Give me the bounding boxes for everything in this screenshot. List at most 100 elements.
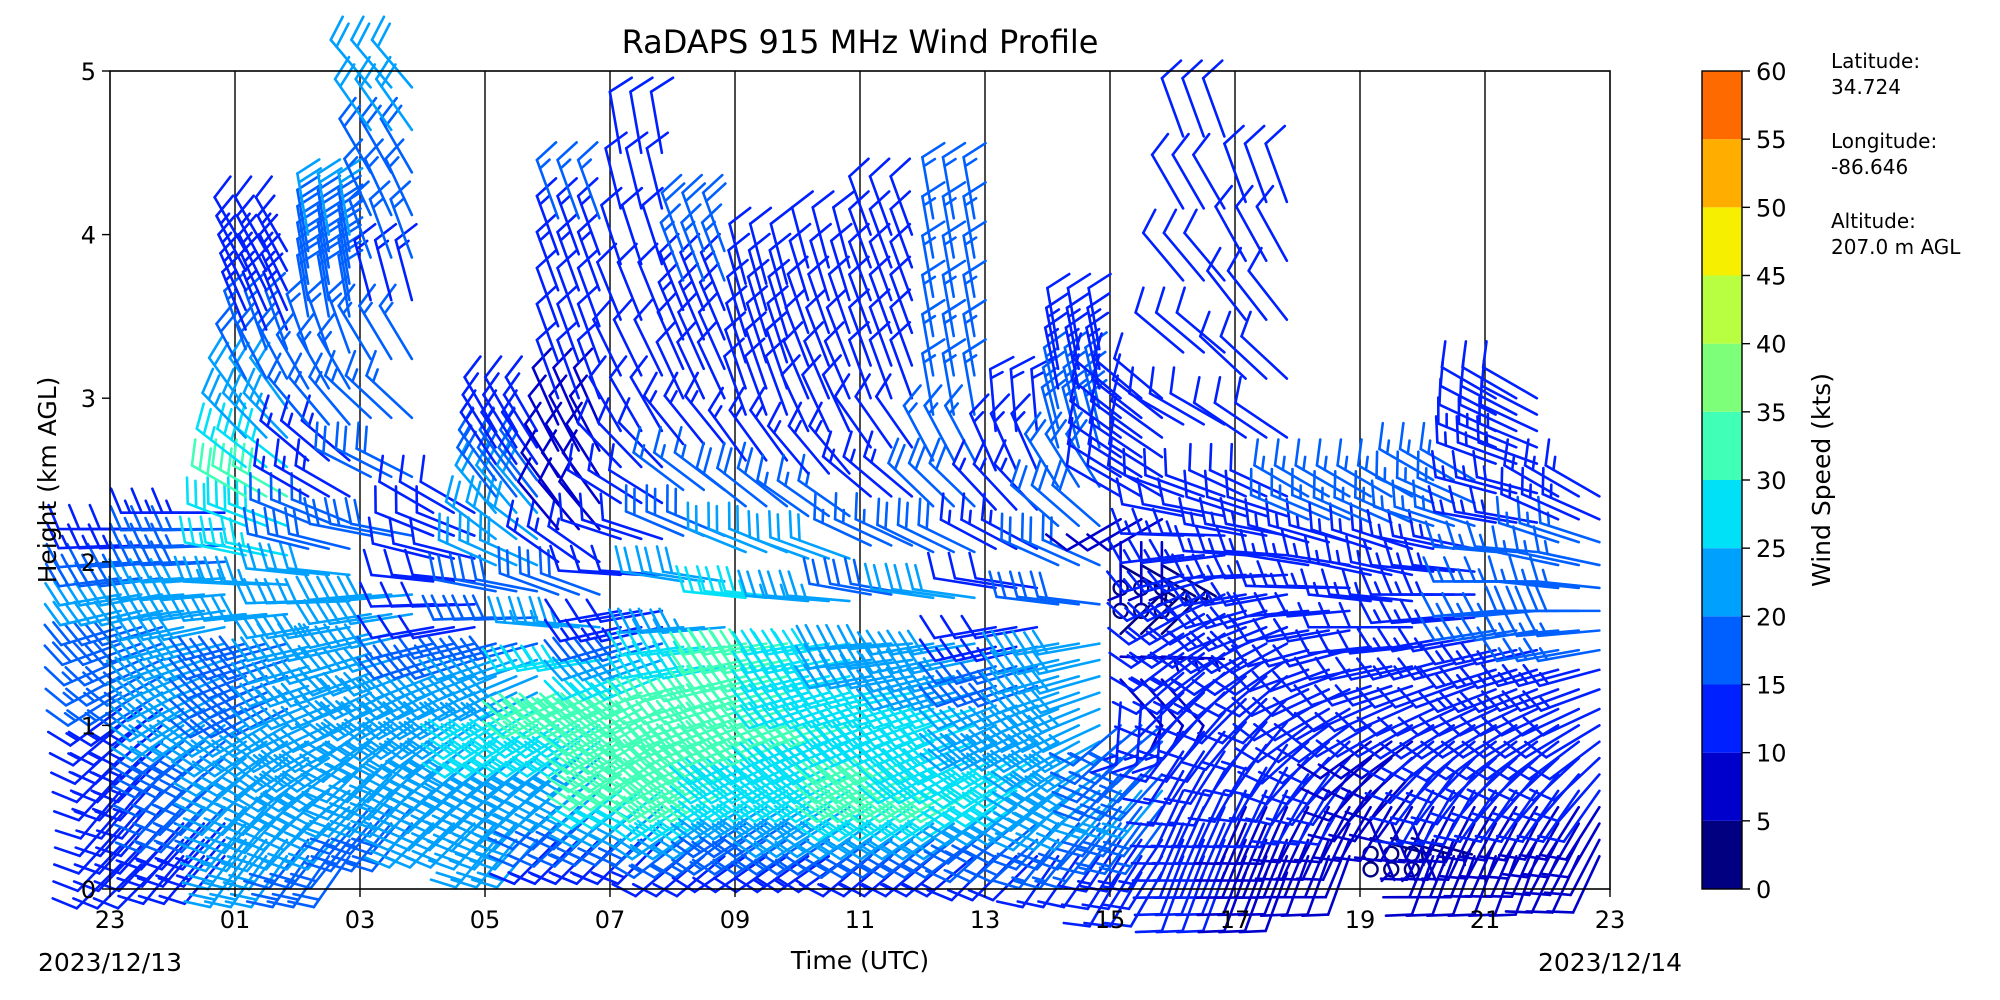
barb-staff xyxy=(378,304,414,361)
barb-staff xyxy=(327,789,372,838)
barb-flag xyxy=(147,616,165,642)
barb-half-flag xyxy=(383,301,394,315)
wind-barb xyxy=(409,516,476,560)
barb-staff xyxy=(221,270,247,331)
wind-barb xyxy=(482,372,518,449)
barb-half-flag xyxy=(382,701,395,713)
barb-flag xyxy=(471,795,498,810)
barb-half-flag xyxy=(288,292,301,304)
barb-flag xyxy=(465,475,475,503)
barb-half-flag xyxy=(60,553,70,568)
barb-flag xyxy=(599,492,605,522)
barb-flag xyxy=(155,656,176,679)
barb-flag xyxy=(344,497,353,526)
barb-flag xyxy=(361,784,387,800)
barb-flag xyxy=(94,810,122,822)
barb-half-flag xyxy=(849,448,856,464)
wind-barb xyxy=(266,352,310,426)
barb-flag xyxy=(334,421,340,450)
barb-half-flag xyxy=(445,721,459,733)
barb-flag xyxy=(209,678,231,700)
barb-half-flag xyxy=(763,471,769,487)
barb-flag xyxy=(848,157,870,178)
barb-flag xyxy=(45,709,70,727)
barb-staff xyxy=(139,822,185,871)
barb-flag xyxy=(113,823,141,836)
barb-flag xyxy=(239,728,262,750)
barb-half-flag xyxy=(365,762,380,772)
barb-flag xyxy=(323,497,332,526)
barb-flag xyxy=(962,181,987,198)
barb-flag xyxy=(355,657,376,680)
wind-barb xyxy=(64,621,143,647)
barb-flag xyxy=(337,283,356,308)
barb-half-flag xyxy=(362,301,373,315)
barb-flag xyxy=(962,141,987,159)
wind-barb xyxy=(303,497,372,537)
barb-half-flag xyxy=(84,711,98,723)
wind-barb xyxy=(314,421,372,479)
barb-staff xyxy=(101,625,164,647)
barb-flag xyxy=(449,756,475,774)
wind-barb xyxy=(266,854,331,909)
barb-staff xyxy=(204,541,268,557)
barb-flag xyxy=(349,802,377,815)
barb-flag xyxy=(437,554,445,583)
barb-half-flag xyxy=(360,678,373,691)
barb-flag xyxy=(219,233,240,255)
barb-flag xyxy=(183,900,212,909)
barb-half-flag xyxy=(81,534,90,550)
barb-flag xyxy=(116,594,132,620)
barb-flag xyxy=(463,781,489,798)
barb-flag xyxy=(487,516,491,545)
barb-flag xyxy=(210,719,233,739)
barb-flag xyxy=(169,739,194,758)
barb-half-flag xyxy=(560,627,571,641)
barb-half-flag xyxy=(1118,879,1134,886)
barb-flag xyxy=(92,790,120,804)
barb-flag xyxy=(108,540,123,567)
wind-barb xyxy=(72,863,143,910)
barb-flag xyxy=(350,837,379,849)
barb-flag xyxy=(448,552,457,581)
barb-half-flag xyxy=(403,720,417,732)
barb-flag xyxy=(470,878,499,889)
barb-staff xyxy=(371,542,435,560)
barb-staff xyxy=(308,522,372,537)
barb-flag xyxy=(210,698,232,720)
barb-flag xyxy=(197,695,220,716)
wind-barb xyxy=(126,675,206,702)
barb-flag xyxy=(322,696,345,717)
barb-flag xyxy=(921,259,946,277)
barb-flag xyxy=(168,637,188,661)
barb-flag xyxy=(50,771,77,785)
barb-half-flag xyxy=(280,792,295,802)
barb-flag xyxy=(72,641,93,664)
barb-flag xyxy=(86,709,111,727)
barb-flag xyxy=(748,206,773,226)
barb-flag xyxy=(190,438,197,467)
barb-flag xyxy=(130,487,144,515)
barb-flag xyxy=(652,426,662,454)
barb-flag xyxy=(73,600,91,625)
barb-flag xyxy=(214,555,227,583)
barb-flag xyxy=(271,892,300,901)
barb-staff xyxy=(254,195,289,253)
barb-flag xyxy=(261,613,278,638)
barb-flag xyxy=(136,876,165,888)
barb-half-flag xyxy=(772,420,782,435)
barb-flag xyxy=(345,861,374,873)
barb-flag xyxy=(157,594,174,620)
barb-half-flag xyxy=(559,230,572,242)
barb-staff xyxy=(131,724,185,763)
barb-flag xyxy=(941,338,967,355)
barb-flag xyxy=(93,641,114,664)
barb-flag xyxy=(359,63,377,88)
barb-half-flag xyxy=(559,158,572,170)
barb-flag xyxy=(428,756,454,774)
barb-flag xyxy=(272,661,292,685)
barb-flag xyxy=(260,728,283,750)
wind-barb xyxy=(397,691,476,721)
barb-half-flag xyxy=(198,532,204,548)
barb-staff xyxy=(473,616,539,621)
